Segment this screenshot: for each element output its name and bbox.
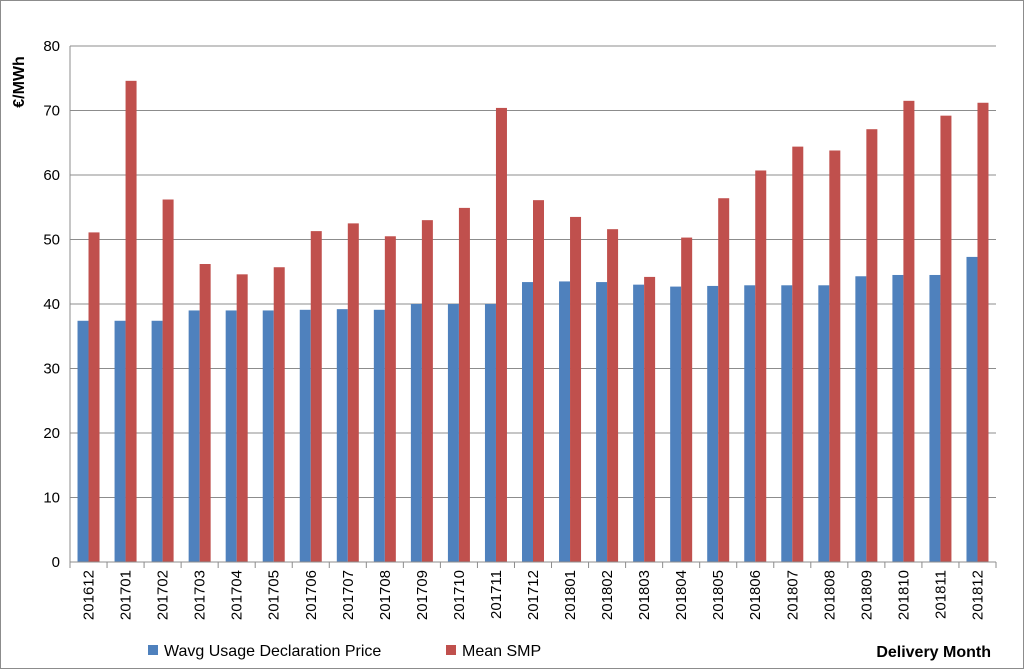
- y-tick-label: 70: [43, 103, 60, 120]
- bar-wavg: [522, 282, 533, 562]
- x-tick-label: 201703: [192, 570, 209, 620]
- bar-mean-smp: [384, 236, 396, 562]
- x-tick-label: 201811: [932, 570, 949, 619]
- bars: [77, 80, 989, 563]
- x-tick-label: 201801: [562, 570, 579, 620]
- x-axis-title: Delivery Month: [876, 644, 991, 661]
- bar-mean-smp: [829, 150, 841, 563]
- bar-wavg: [188, 310, 200, 562]
- x-tick-label: 201804: [673, 570, 690, 620]
- bar-wavg: [262, 310, 274, 562]
- bar-wavg: [225, 310, 237, 562]
- bar-mean-smp: [310, 231, 322, 563]
- x-tick-label: 201812: [969, 570, 986, 620]
- x-tick-label: 201802: [599, 570, 616, 620]
- bar-mean-smp: [977, 102, 989, 562]
- x-tick-label: 201704: [229, 570, 246, 620]
- bar-wavg: [151, 320, 163, 562]
- x-tick-label: 201810: [895, 570, 912, 620]
- bar-wavg: [410, 304, 422, 562]
- bar-mean-smp: [644, 276, 656, 562]
- y-tick-label: 50: [43, 232, 60, 249]
- x-tick-label: 201701: [118, 570, 135, 620]
- x-tick-label: 201712: [525, 570, 542, 620]
- bar-wavg: [484, 304, 496, 562]
- bar-mean-smp: [755, 170, 767, 563]
- y-axis-title: €/MWh: [11, 56, 28, 108]
- x-tick-label: 201710: [451, 570, 468, 620]
- bar-wavg: [707, 285, 719, 562]
- bar-wavg: [744, 285, 756, 562]
- bar-mean-smp: [421, 220, 433, 562]
- x-tick-label: 201711: [488, 570, 505, 619]
- bar-wavg: [447, 304, 459, 562]
- x-tick-label: 201709: [414, 570, 431, 620]
- bar-wavg: [114, 320, 126, 562]
- bar-wavg: [596, 282, 608, 562]
- bar-mean-smp: [681, 237, 693, 562]
- y-tick-label: 10: [43, 490, 60, 507]
- x-tick-label: 201803: [636, 570, 653, 620]
- bar-mean-smp: [570, 216, 582, 563]
- y-tick-label: 30: [43, 361, 60, 378]
- y-tick-label: 20: [43, 425, 60, 442]
- bar-wavg: [77, 320, 89, 562]
- bar-wavg: [818, 285, 830, 562]
- x-tick-label: 201806: [747, 570, 764, 620]
- bar-wavg: [373, 309, 385, 562]
- bar-wavg: [892, 274, 904, 562]
- bar-mean-smp: [903, 100, 915, 562]
- legend-label-wavg: Wavg Usage Declaration Price: [164, 643, 381, 660]
- x-tick-label: 201807: [784, 570, 801, 620]
- bar-mean-smp: [162, 199, 174, 562]
- bar-mean-smp: [940, 115, 952, 562]
- bar-mean-smp: [199, 264, 211, 562]
- y-tick-label: 60: [43, 167, 60, 184]
- bar-wavg: [336, 309, 348, 562]
- y-tick-labels: 0 10 20 30 40 50 60 70 80: [43, 38, 60, 571]
- bar-wavg: [633, 284, 645, 562]
- bar-wavg: [670, 286, 682, 562]
- x-tick-label: 201702: [155, 570, 172, 620]
- bar-mean-smp: [125, 80, 137, 562]
- x-tick-label: 201705: [266, 570, 283, 620]
- bar-wavg: [855, 276, 867, 562]
- x-tick-label: 201708: [377, 570, 394, 620]
- x-tick-label: 201808: [821, 570, 838, 620]
- x-tick-label: 201706: [303, 570, 320, 620]
- bar-mean-smp: [273, 267, 285, 562]
- bar-mean-smp: [495, 107, 507, 563]
- bar-mean-smp: [792, 146, 804, 562]
- bar-mean-smp: [458, 207, 470, 562]
- bar-mean-smp: [533, 200, 544, 562]
- legend: Wavg Usage Declaration Price Mean SMP: [148, 643, 541, 660]
- x-tick-label: 201612: [81, 570, 98, 620]
- y-tick-label: 80: [43, 38, 60, 55]
- x-tick-label: 201707: [340, 570, 357, 620]
- bar-wavg: [966, 256, 978, 562]
- x-tick-label: 201805: [710, 570, 727, 620]
- bar-mean-smp: [88, 232, 100, 562]
- x-tick-label: 201809: [858, 570, 875, 620]
- bar-wavg: [929, 274, 941, 562]
- legend-label-mean-smp: Mean SMP: [462, 643, 541, 660]
- legend-swatch-mean-smp: [446, 645, 456, 655]
- x-tick-labels: 201612 201701 201702 201703 201704 201705 2017…: [81, 570, 987, 620]
- bar-mean-smp: [866, 129, 878, 562]
- bar-wavg: [299, 309, 311, 562]
- bar-mean-smp: [718, 198, 730, 562]
- legend-swatch-wavg: [148, 645, 158, 655]
- y-tick-label: 40: [43, 296, 60, 313]
- bar-mean-smp: [347, 223, 359, 562]
- bar-mean-smp: [236, 274, 248, 562]
- bar-wavg: [781, 285, 793, 562]
- y-tick-label: 0: [52, 554, 60, 571]
- bar-mean-smp: [607, 229, 619, 562]
- axes: [69, 46, 997, 568]
- bar-wavg: [559, 281, 571, 562]
